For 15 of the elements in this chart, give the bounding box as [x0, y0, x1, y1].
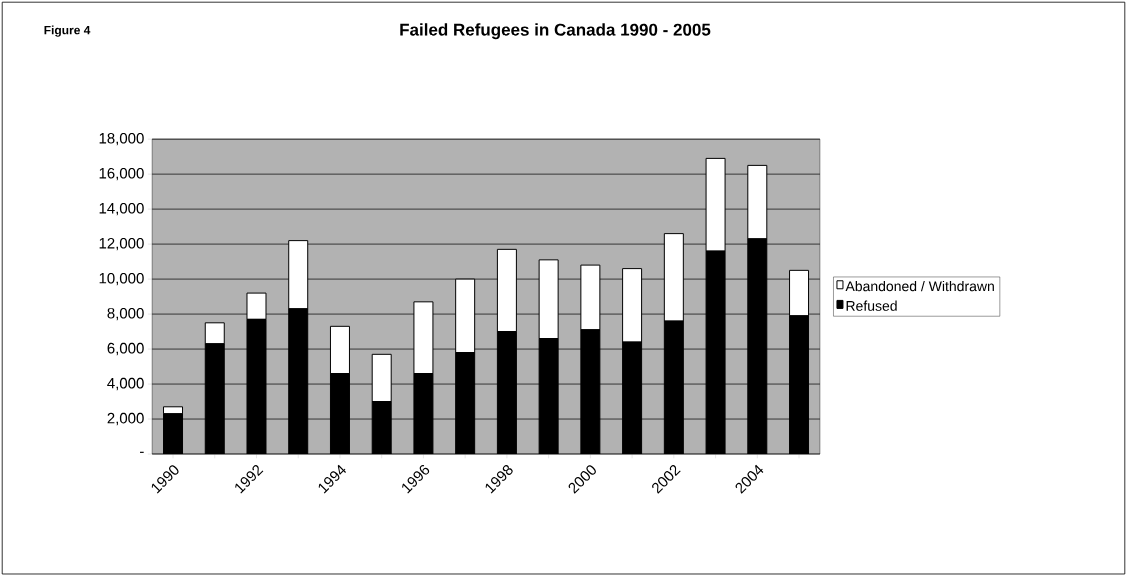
- y-tick-label: 12,000: [99, 237, 144, 251]
- legend-label: Abandoned / Withdrawn: [845, 280, 994, 292]
- legend-label: Refused: [846, 300, 897, 311]
- caption: Figure 4: [44, 25, 91, 37]
- y-tick-label: 6,000: [107, 342, 144, 356]
- y-tick-label: 4,000: [107, 377, 144, 391]
- bar: [622, 268, 643, 343]
- y-tick-label: 2,000: [107, 412, 144, 426]
- y-tick-label: -: [140, 451, 144, 453]
- y-tick-label: 16,000: [99, 167, 144, 181]
- y-tick-label: 18,000: [99, 132, 144, 146]
- y-tick-label: 14,000: [99, 202, 144, 216]
- chart-title: Failed Refugees in Canada 1990 - 2005: [400, 23, 711, 40]
- y-tick-label: 8,000: [107, 307, 144, 321]
- y-tick-label: 10,000: [99, 272, 144, 286]
